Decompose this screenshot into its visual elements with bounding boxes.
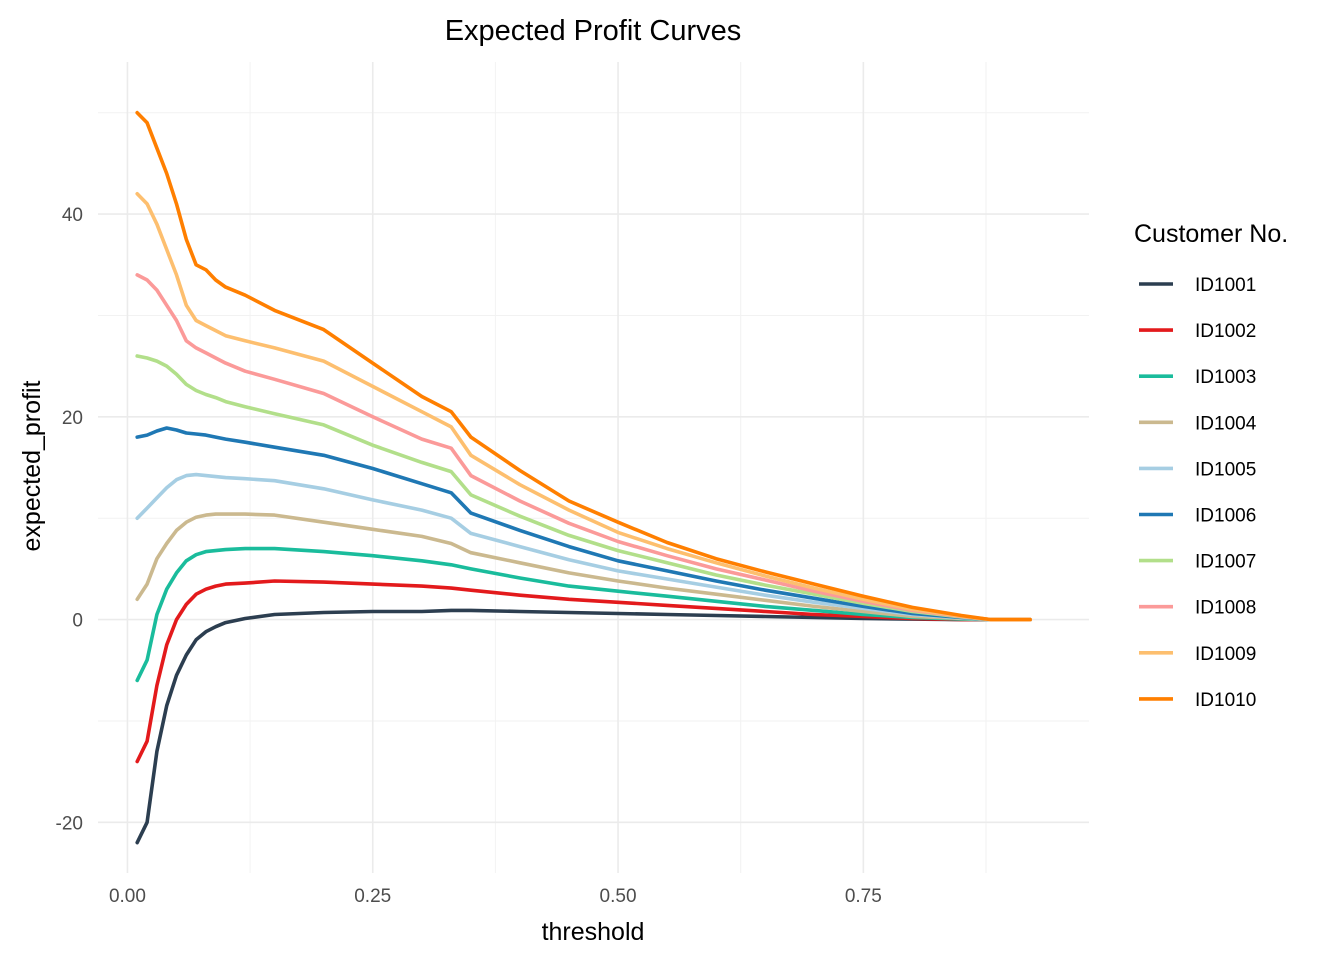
legend-label: ID1005	[1195, 459, 1256, 480]
legend-item: ID1006	[1139, 506, 1256, 527]
series-line-id1003	[135, 546, 1032, 683]
x-axis-title: threshold	[542, 918, 645, 946]
y-tick-label: -20	[56, 813, 83, 834]
legend-label: ID1009	[1195, 644, 1256, 665]
legend-label: ID1010	[1195, 690, 1256, 711]
legend-label: ID1003	[1195, 367, 1256, 388]
y-tick-label: 20	[62, 408, 83, 429]
legend-item: ID1007	[1139, 552, 1256, 573]
series-line-id1007	[135, 354, 1032, 622]
y-axis-title: expected_profit	[18, 380, 46, 551]
legend-label: ID1004	[1195, 413, 1257, 434]
legend-title: Customer No.	[1134, 220, 1288, 248]
series-layer	[135, 110, 1032, 845]
series-line-id1009	[135, 192, 1032, 622]
series-line-id1005	[135, 472, 1032, 622]
x-tick-label: 0.25	[354, 886, 391, 907]
legend-label: ID1008	[1195, 598, 1256, 619]
x-tick-label: 0.50	[600, 886, 637, 907]
legend-items: ID1001 ID1002 ID1003 ID1004 ID1005 ID1006 ID10…	[1139, 275, 1257, 711]
legend-label: ID1001	[1195, 275, 1256, 296]
legend-item: ID1001	[1139, 275, 1256, 296]
series-line-id1004	[135, 512, 1032, 622]
series-line-id1010	[135, 110, 1032, 622]
legend-label: ID1007	[1195, 552, 1256, 573]
legend-item: ID1008	[1139, 598, 1256, 619]
x-tick-label: 0.00	[109, 886, 146, 907]
series-line-id1001	[135, 608, 1032, 845]
legend: Customer No. ID1001ID1002ID1003ID1004ID1…	[1134, 220, 1288, 711]
chart-title: Expected Profit Curves	[445, 15, 742, 47]
y-tick-layer: -20 0 20 40	[56, 205, 83, 834]
legend-item: ID1010	[1139, 690, 1256, 711]
legend-item: ID1003	[1139, 367, 1256, 388]
series-line-id1002	[135, 579, 1032, 764]
grid-layer	[98, 62, 1089, 873]
legend-label: ID1002	[1195, 321, 1256, 342]
y-tick-label: 40	[62, 205, 83, 226]
legend-item: ID1009	[1139, 644, 1256, 665]
series-line-id1006	[135, 426, 1032, 622]
legend-label: ID1006	[1195, 506, 1256, 527]
x-tick-label: 0.75	[845, 886, 882, 907]
y-tick-label: 0	[72, 611, 83, 632]
legend-item: ID1005	[1139, 459, 1256, 480]
x-tick-layer: 0.00 0.25 0.50 0.75	[109, 886, 882, 907]
legend-item: ID1004	[1139, 413, 1257, 434]
legend-item: ID1002	[1139, 321, 1256, 342]
